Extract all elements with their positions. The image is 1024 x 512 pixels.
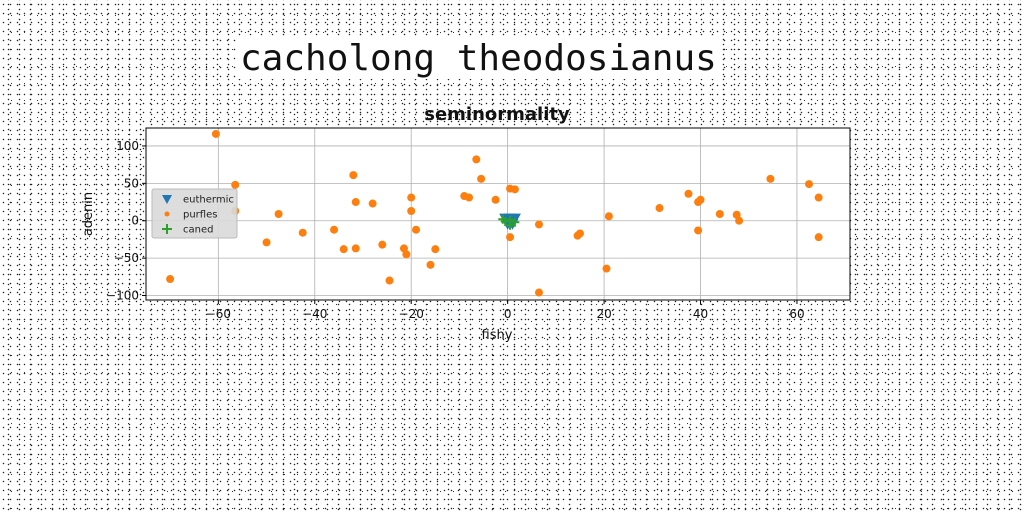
purfles-point — [351, 198, 360, 207]
series-purfles — [166, 129, 823, 297]
purfles-point — [274, 210, 283, 218]
x-axis-label: fishy — [482, 328, 513, 343]
purfles-point — [814, 193, 823, 202]
purfles-point — [814, 233, 823, 242]
purfles-point — [402, 250, 411, 259]
purfles-point — [412, 225, 421, 234]
purfles-point — [426, 260, 435, 269]
purfles-point — [534, 220, 543, 229]
purfles-point — [506, 233, 515, 242]
grid — [146, 128, 850, 300]
purfles-point — [407, 193, 416, 202]
y-axis-label: adenin — [81, 192, 96, 236]
plot-area — [146, 128, 850, 300]
purfles-point — [330, 225, 339, 234]
x-tick-label: −60 — [206, 307, 231, 321]
purfles-point — [766, 174, 775, 183]
y-tick-label: −50 — [114, 251, 139, 265]
y-tick-label: 50 — [124, 176, 139, 190]
purfles-point — [298, 228, 307, 237]
purfles-point — [262, 238, 271, 247]
chart-title: seminormality — [424, 104, 570, 125]
purfles-point — [491, 195, 500, 204]
purfles-point — [735, 216, 744, 225]
purfles-point — [510, 185, 519, 194]
purfles-point — [349, 171, 358, 180]
purfles-point — [472, 155, 481, 164]
purfles-point — [602, 264, 611, 273]
legend-label-purfles: purfles — [183, 210, 217, 221]
legend-marker-caned — [162, 224, 172, 234]
page-heading: cacholong theodosianus — [236, 38, 721, 79]
series-caned — [498, 214, 520, 230]
purfles-point — [351, 244, 360, 253]
legend-label-caned: caned — [183, 225, 213, 236]
x-tick-label: 60 — [789, 307, 804, 321]
caned-point — [505, 220, 515, 230]
purfles-point — [166, 275, 175, 284]
axis-ticks: −60 −40 −20 0 20 40 60 −100 −50 0 50 100 — [106, 139, 805, 321]
purfles-point — [231, 180, 240, 189]
legend-box — [151, 188, 238, 239]
y-tick-label: −100 — [106, 289, 139, 303]
purfles-point — [431, 245, 440, 254]
purfles-point — [732, 210, 741, 219]
purfles-point — [694, 226, 703, 235]
y-tick-label: 100 — [116, 139, 139, 153]
purfles-point — [715, 210, 724, 218]
x-tick-label: 40 — [693, 307, 708, 321]
y-tick-label: 0 — [131, 214, 139, 228]
caned-point — [498, 214, 508, 224]
purfles-point — [407, 207, 416, 216]
plot-frame — [145, 127, 851, 301]
legend-marker-euthermic — [162, 195, 172, 204]
purfles-point — [399, 244, 408, 253]
purfles-point — [604, 212, 613, 221]
purfles-point — [805, 180, 814, 189]
purfles-point — [368, 199, 377, 208]
purfles-point — [575, 229, 584, 238]
caned-point — [510, 217, 520, 227]
purfles-point — [684, 189, 693, 198]
x-tick-label: 0 — [504, 307, 512, 321]
x-tick-label: −40 — [302, 307, 327, 321]
purfles-point — [655, 204, 664, 213]
purfles-point — [477, 174, 486, 183]
data-points — [166, 129, 823, 297]
purfles-point — [378, 240, 387, 249]
purfles-point — [534, 288, 543, 297]
purfles-point — [339, 245, 348, 254]
legend-marker-purfles — [164, 211, 170, 217]
purfles-point — [211, 129, 220, 138]
x-tick-label: −20 — [399, 307, 424, 321]
x-tick-label: 20 — [596, 307, 611, 321]
purfles-point — [465, 193, 474, 202]
legend: euthermic purfles caned — [151, 188, 238, 239]
purfles-point — [696, 195, 705, 204]
purfles-point — [385, 276, 394, 285]
legend-label-euthermic: euthermic — [183, 195, 234, 206]
